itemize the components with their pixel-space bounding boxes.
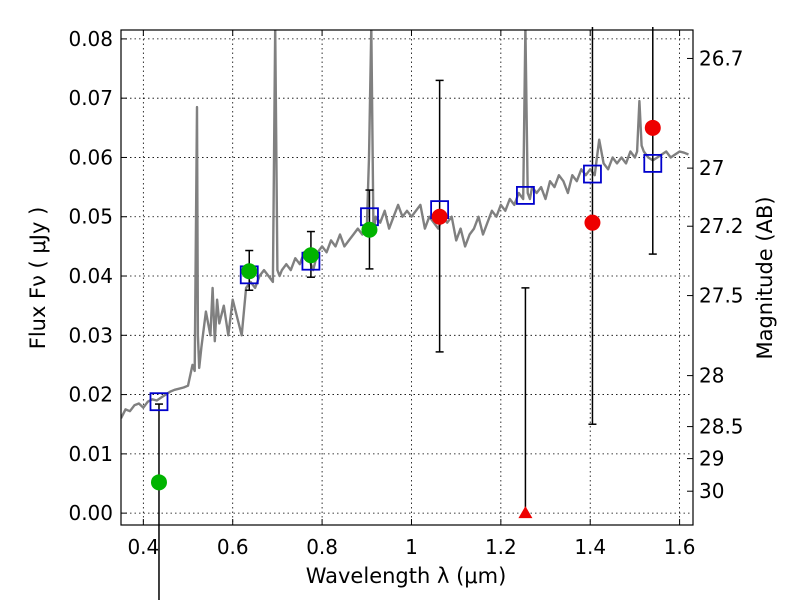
y-tick-label: 0.08 (68, 27, 113, 51)
right-axis-title: Magnitude (AB) (753, 196, 777, 359)
red-point (644, 119, 661, 136)
axes: 0.4 0.6 0.8 1 1.2 1.4 1.6 0.00 0.01 0.02 0.03 0.04 0… (68, 27, 743, 559)
model-point (516, 185, 535, 205)
x-tick-label: 1.4 (574, 535, 606, 559)
error-bars-unclipped (149, 27, 663, 600)
x-tick-label: 0.6 (217, 535, 249, 559)
right-tick-label: 27 (699, 156, 724, 180)
right-tick-label: 30 (699, 479, 724, 503)
y-tick-label: 0.02 (68, 383, 113, 407)
right-tick-label: 28.5 (699, 415, 744, 439)
y-tick-label: 0.01 (68, 442, 113, 466)
x-tick-label: 1.6 (664, 535, 696, 559)
right-tick-label: 27.2 (699, 214, 744, 238)
model-point (149, 392, 169, 412)
x-axis-title: Wavelength λ (μm) (306, 564, 507, 588)
model-point (643, 153, 663, 173)
y-tick-label: 0.03 (68, 323, 113, 347)
right-tick-label: 27.5 (699, 284, 744, 308)
red-triangle-point (518, 506, 533, 519)
y-tick-label: 0.05 (68, 205, 113, 229)
x-tick-label: 0.4 (127, 535, 159, 559)
y-tick-label: 0.00 (68, 501, 113, 525)
right-tick-label: 26.7 (699, 46, 744, 70)
red-point (584, 214, 601, 231)
detection-point (241, 263, 258, 280)
plot-frame (120, 29, 694, 526)
y-tick-label: 0.04 (68, 264, 113, 288)
y-tick-label: 0.07 (68, 86, 113, 110)
detection-point (302, 247, 319, 264)
right-tick-label: 29 (699, 447, 724, 471)
detection-point (150, 474, 167, 491)
x-tick-label: 0.8 (306, 535, 338, 559)
grid (121, 30, 693, 525)
detection-point (361, 221, 378, 238)
right-tick-label: 28 (699, 364, 724, 388)
y-tick-label: 0.06 (68, 145, 113, 169)
y-axis-title: Flux Fν ( μJy ) (26, 207, 50, 350)
red-point (431, 208, 448, 225)
x-tick-label: 1.2 (485, 535, 517, 559)
model-point (583, 164, 602, 184)
x-tick-label: 1 (405, 535, 418, 559)
